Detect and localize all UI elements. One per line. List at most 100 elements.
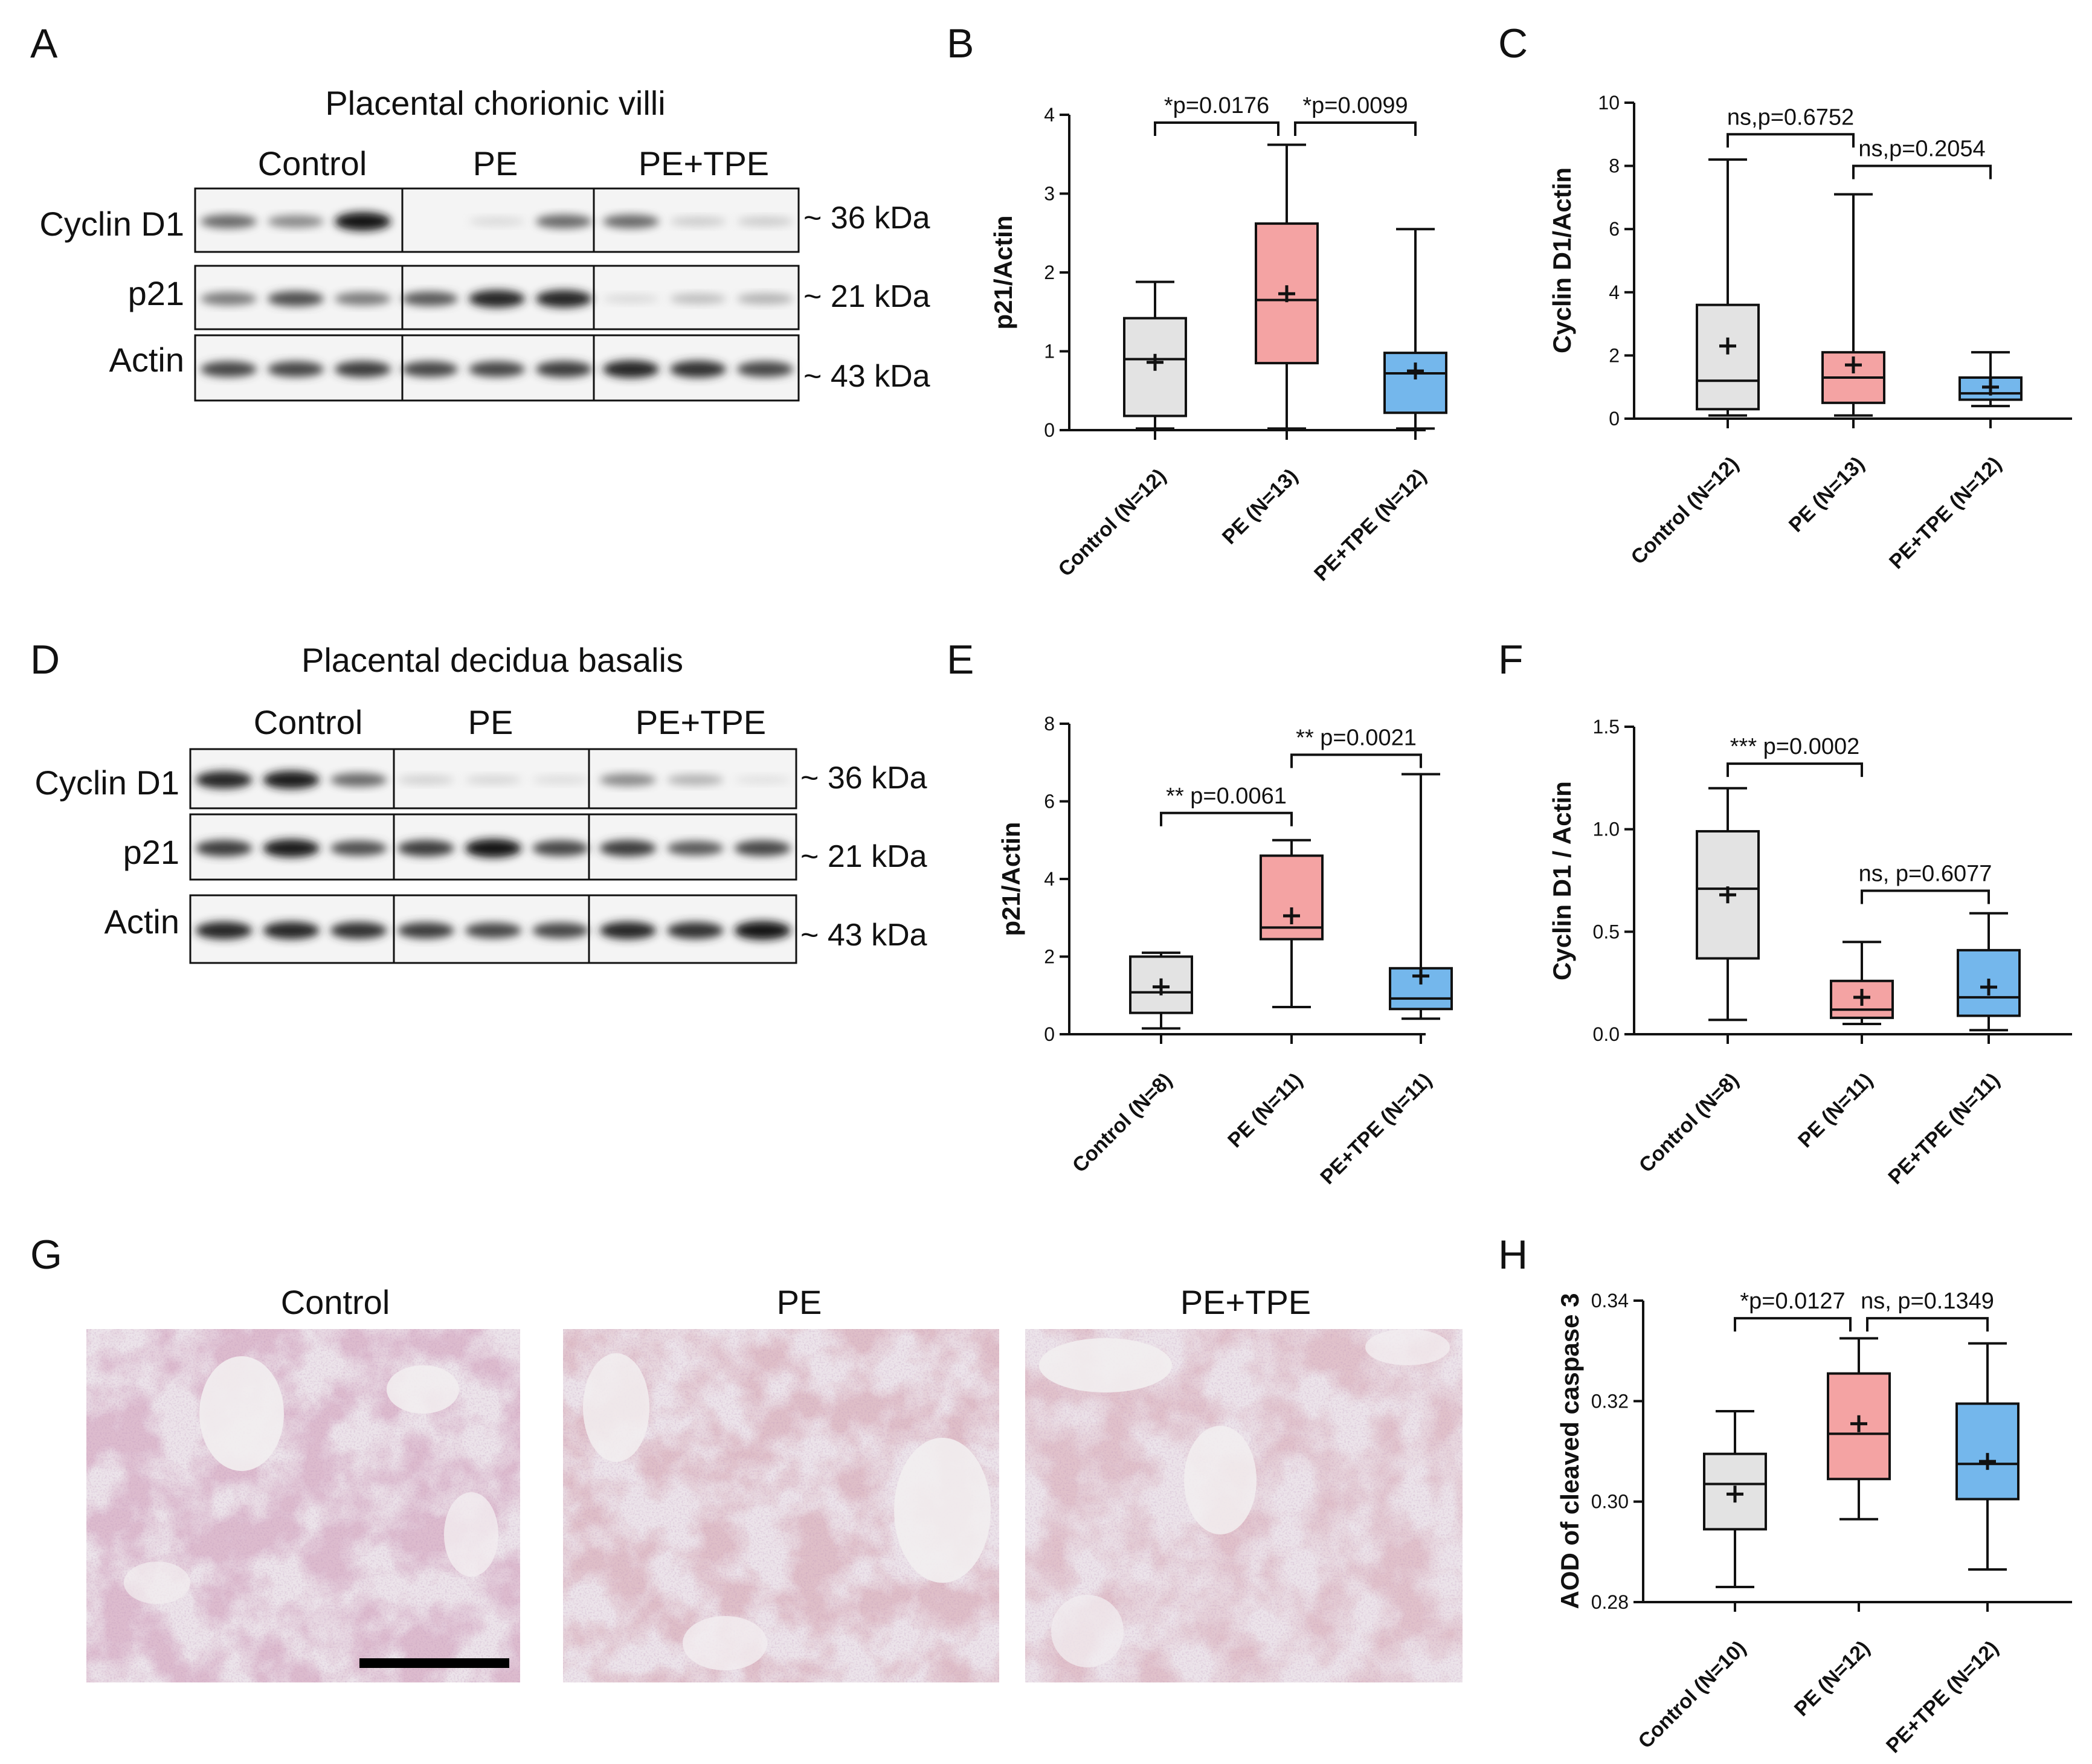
panel-letter-H: H	[1498, 1232, 1528, 1278]
blot-d-band-0-1	[263, 770, 320, 789]
b-y-tick-label-1: 1	[1044, 341, 1055, 362]
blot-d-band-1-1	[263, 839, 320, 858]
c-y-tick-label-0: 0	[1609, 408, 1620, 430]
blot-a-band-1-3	[401, 291, 459, 306]
h-y-tick-label-0: 0.28	[1591, 1591, 1629, 1613]
blot-a-band-2-2	[334, 361, 391, 378]
e-box-2	[1389, 773, 1453, 1020]
c-y-tick-label-1: 2	[1609, 344, 1620, 366]
blot-d-band-2-2	[330, 922, 387, 939]
blot-a-band-0-1	[267, 215, 324, 228]
blot-a-group-pe-tpe: PE+TPE	[639, 144, 769, 182]
h-box-1	[1827, 1337, 1891, 1521]
c-y-tick-label-4: 8	[1609, 155, 1620, 177]
e-comparison-label-0: ** p=0.0061	[1166, 784, 1287, 809]
f-y-tick-label-3: 1.5	[1593, 716, 1620, 738]
h-y-axis-label: AOD of cleaved caspase 3	[1556, 1293, 1584, 1609]
blot-d-band-0-0	[195, 771, 253, 789]
c-y-axis-label: Cyclin D1/Actin	[1548, 167, 1576, 353]
blot-d-row-p21: p21	[123, 833, 179, 871]
c-bracket-1	[1852, 164, 1992, 179]
panel-letter-E: E	[947, 637, 974, 683]
b-y-tick-label-3: 3	[1044, 183, 1055, 205]
blot-a-band-0-6	[602, 214, 660, 229]
blot-d-kda-p21: ~ 21 kDa	[800, 839, 927, 874]
blot-a-kda-actin: ~ 43 kDa	[803, 359, 930, 394]
micrograph-label-pe-tpe: PE+TPE	[1180, 1283, 1311, 1321]
f-bracket-0	[1727, 762, 1863, 777]
blot-d-band-0-3	[397, 775, 454, 785]
blot-d-band-1-4	[465, 839, 522, 858]
blot-a-band-2-1	[267, 361, 324, 378]
e-box-1	[1260, 839, 1324, 1009]
e-bracket-0	[1160, 811, 1293, 826]
blot-d-band-0-6	[599, 773, 657, 787]
blot-d-band-2-3	[397, 922, 454, 939]
e-iqr-box-1	[1260, 854, 1324, 941]
f-x-label-2: PE+TPE (N=11)	[1884, 1069, 2004, 1189]
chart-c-cyclin-d1-villi: 0 2 4 6 8 10 Cyclin D1/Actin Control (N=12) PE (…	[1548, 92, 2072, 573]
blot-d-band-1-8	[734, 840, 791, 857]
blot-d-band-1-0	[195, 840, 253, 857]
blot-a-band-0-7	[669, 216, 727, 227]
c-y-tick-label-3: 6	[1609, 218, 1620, 240]
f-box-2	[1957, 912, 2021, 1032]
b-bracket-0	[1154, 121, 1279, 137]
panel-letter-A: A	[30, 21, 58, 66]
blot-d-band-0-4	[465, 775, 522, 785]
blot-d-band-0-2	[330, 773, 387, 787]
e-y-tick-label-4: 8	[1044, 713, 1055, 735]
blot-d-band-1-6	[599, 840, 657, 857]
f-comparison-label-0: *** p=0.0002	[1730, 734, 1859, 759]
b-x-label-0: Control (N=12)	[1054, 465, 1170, 581]
panel-letter-C: C	[1498, 21, 1528, 66]
blot-d-kda-actin: ~ 43 kDa	[800, 918, 927, 953]
e-box-0	[1129, 951, 1193, 1030]
f-box-1	[1830, 941, 1894, 1026]
b-box-2	[1383, 228, 1447, 430]
b-comparison-label-1: *p=0.0099	[1302, 93, 1408, 118]
blot-d-kda-cyclin-d1: ~ 36 kDa	[800, 761, 927, 796]
e-bracket-1	[1290, 753, 1422, 768]
panel-letter-B: B	[947, 21, 974, 66]
blot-a-row-p21: p21	[128, 274, 184, 312]
blot-a-title: Placental chorionic villi	[325, 84, 665, 122]
scale-bar	[359, 1658, 509, 1668]
c-y-tick-label-2: 4	[1609, 282, 1620, 303]
f-comparison-label-1: ns, p=0.6077	[1859, 861, 1992, 886]
blot-d-band-1-2	[330, 840, 387, 856]
c-x-label-0: Control (N=12)	[1626, 452, 1743, 569]
f-y-tick-label-2: 1.0	[1593, 819, 1620, 840]
panel-letter-G: G	[30, 1232, 62, 1278]
e-y-axis-label: p21/Actin	[997, 822, 1025, 936]
blot-a-band-2-6	[602, 360, 660, 378]
chart-h-cleaved-caspase-3: 0.28 0.30 0.32 0.34 AOD of cleaved caspase 3…	[1556, 1289, 2072, 1757]
e-y-tick-label-0: 0	[1044, 1023, 1055, 1045]
h-x-label-0: Control (N=10)	[1633, 1637, 1750, 1753]
b-iqr-box-2	[1383, 352, 1447, 414]
blot-a-band-2-4	[468, 361, 526, 378]
micrograph-pe	[563, 1329, 999, 1682]
c-y-tick-label-5: 10	[1598, 92, 1620, 114]
micrographs-g: Control PE PE+TPE	[86, 1283, 1463, 1682]
blot-a-band-1-6	[602, 294, 660, 303]
h-bracket-1	[1866, 1317, 1989, 1332]
panel-letter-D: D	[30, 637, 60, 683]
e-y-tick-label-1: 2	[1044, 946, 1055, 968]
b-comparison-label-0: *p=0.0176	[1164, 93, 1269, 118]
c-x-label-1: PE (N=13)	[1785, 452, 1869, 537]
h-comparison-label-1: ns, p=0.1349	[1861, 1289, 1994, 1314]
blot-d-title: Placental decidua basalis	[301, 641, 683, 679]
blot-d-band-0-5	[532, 776, 589, 784]
blot-a-band-2-7	[669, 361, 727, 378]
blot-d-band-0-7	[667, 774, 724, 785]
blot-d-band-2-5	[532, 922, 589, 939]
h-y-tick-label-2: 0.32	[1591, 1390, 1629, 1412]
e-x-label-0: Control (N=8)	[1068, 1069, 1177, 1177]
blot-a-band-2-0	[200, 361, 257, 378]
blot-a-band-1-0	[200, 292, 257, 306]
blot-a-kda-p21: ~ 21 kDa	[803, 279, 930, 314]
h-comparison-label-0: *p=0.0127	[1740, 1289, 1845, 1314]
h-y-tick-label-1: 0.30	[1591, 1491, 1629, 1513]
